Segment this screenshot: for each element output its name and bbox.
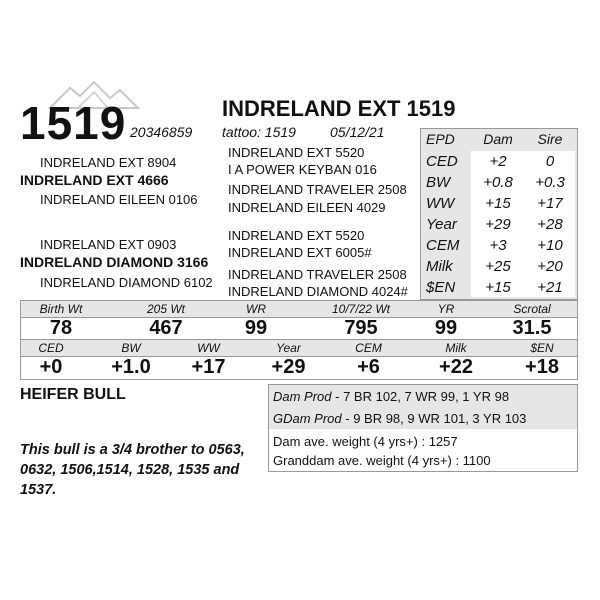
perf-label: 10/7/22 Wt	[331, 302, 391, 316]
epd-dam-value: +0.8	[483, 174, 513, 191]
perf-value: 795	[344, 317, 378, 339]
epd-summary-value: +22	[439, 356, 473, 378]
epd-summary-value: +6	[357, 356, 380, 378]
epd-sire-value: +0.3	[535, 174, 565, 191]
pedigree-ancestor: INDRELAND EXT 6005#	[228, 245, 372, 260]
pedigree-dam-sire: INDRELAND EXT 0903	[40, 237, 177, 252]
epd-label: CED	[426, 153, 458, 170]
epd-dam-value: +15	[485, 195, 511, 212]
epd-label: BW	[426, 174, 451, 191]
epd-header-label: EPD	[426, 131, 455, 147]
sibling-note: This bull is a 3/4 brother to 0563, 0632…	[20, 442, 245, 498]
epd-label: Milk	[426, 258, 453, 275]
epd-sire-value: +17	[537, 195, 563, 212]
epd-sire-value: +21	[537, 279, 563, 296]
epd-dam-value: +29	[485, 216, 511, 233]
epd-summary-label: Year	[276, 341, 301, 355]
epd-label: WW	[426, 195, 455, 212]
lot-number: 1519	[20, 97, 127, 149]
perf-label: Birth Wt	[39, 302, 83, 316]
gdam-prod-value: - 9 BR 98, 9 WR 101, 3 YR 103	[341, 411, 527, 426]
animal-name: INDRELAND EXT 1519	[222, 96, 456, 121]
pedigree-sire: INDRELAND EXT 4666	[20, 172, 169, 188]
epd-header-dam: Dam	[483, 131, 513, 147]
epd-summary-value: +29	[271, 356, 306, 378]
perf-value: 467	[149, 317, 183, 339]
perf-label: Scrotal	[513, 302, 551, 316]
epd-sire-value: +20	[537, 258, 563, 275]
perf-label: YR	[437, 302, 455, 316]
pedigree-ancestor: I A POWER KEYBAN 016	[228, 162, 377, 177]
perf-value: 99	[434, 317, 458, 339]
animal-status: HEIFER BULL	[20, 386, 126, 403]
granddam-average-weight: Granddam ave. weight (4 yrs+) : 1100	[273, 453, 491, 468]
epd-summary-value: +17	[191, 356, 226, 378]
pedigree-ancestor: INDRELAND DIAMOND 4024#	[228, 284, 408, 299]
epd-comparison-table: EPD Dam Sire CED +2 0 BW +0.8 +0.3 WW +15 +17 …	[420, 128, 578, 300]
epd-dam-value: +3	[489, 237, 507, 254]
epd-summary-label: WW	[197, 341, 220, 355]
pedigree-sire-dam: INDRELAND EILEEN 0106	[40, 192, 198, 207]
pedigree-ancestor: INDRELAND EILEEN 4029	[228, 200, 386, 215]
epd-summary-value: +0	[39, 356, 63, 378]
epd-label: CEM	[426, 237, 460, 254]
pedigree-ancestor: INDRELAND EXT 5520	[228, 228, 365, 243]
dam-average-weight: Dam ave. weight (4 yrs+) : 1257	[273, 434, 458, 449]
epd-dam-value: +15	[485, 279, 511, 296]
epd-dam-value: +2	[489, 153, 507, 170]
perf-value: 99	[244, 317, 268, 339]
pedigree-ancestor: INDRELAND TRAVELER 2508	[228, 182, 407, 197]
tattoo: tattoo: 1519	[222, 124, 296, 140]
dam-prod-value: - 7 BR 102, 7 WR 99, 1 YR 98	[331, 389, 510, 404]
epd-summary-value: +1.0	[111, 356, 151, 378]
epd-summary-label: BW	[121, 341, 141, 355]
epd-summary-value: +18	[525, 356, 559, 378]
epd-sire-value: +28	[537, 216, 563, 233]
gdam-prod-label: GDam Prod	[273, 411, 342, 426]
epd-header-sire: Sire	[537, 131, 563, 147]
epd-summary-label: Milk	[445, 341, 467, 355]
epd-sire-value: 0	[545, 153, 555, 170]
perf-label: WR	[246, 302, 266, 316]
epd-summary-table: CED +0 BW +1.0 WW +17 Year +29 CEM +6 Milk +22…	[20, 340, 578, 380]
pedigree-dam-dam: INDRELAND DIAMOND 6102	[40, 275, 213, 290]
production-box: Dam Prod - 7 BR 102, 7 WR 99, 1 YR 98 GD…	[268, 384, 578, 472]
dam-prod-label: Dam Prod	[273, 389, 332, 404]
performance-table: Birth Wt 78 205 Wt 467 WR 99 10/7/22 Wt 795 …	[20, 300, 578, 340]
perf-label: 205 Wt	[146, 302, 185, 316]
perf-value: 78	[49, 317, 73, 339]
pedigree-sire-sire: INDRELAND EXT 8904	[40, 155, 177, 170]
registration-number: 20346859	[130, 124, 193, 140]
mountain-logo-icon	[48, 80, 140, 109]
birth-date: 05/12/21	[330, 124, 385, 140]
epd-summary-label: $EN	[530, 341, 554, 355]
epd-summary-label: CEM	[355, 341, 382, 355]
pedigree-ancestor: INDRELAND TRAVELER 2508	[228, 267, 407, 282]
epd-label: $EN	[426, 279, 456, 296]
epd-sire-value: +10	[537, 237, 563, 254]
pedigree-ancestor: INDRELAND EXT 5520	[228, 145, 365, 160]
pedigree-dam: INDRELAND DIAMOND 3166	[20, 254, 209, 270]
epd-dam-value: +25	[485, 258, 511, 275]
epd-summary-label: CED	[38, 341, 64, 355]
epd-label: Year	[426, 216, 457, 233]
perf-value: 31.5	[512, 317, 552, 339]
